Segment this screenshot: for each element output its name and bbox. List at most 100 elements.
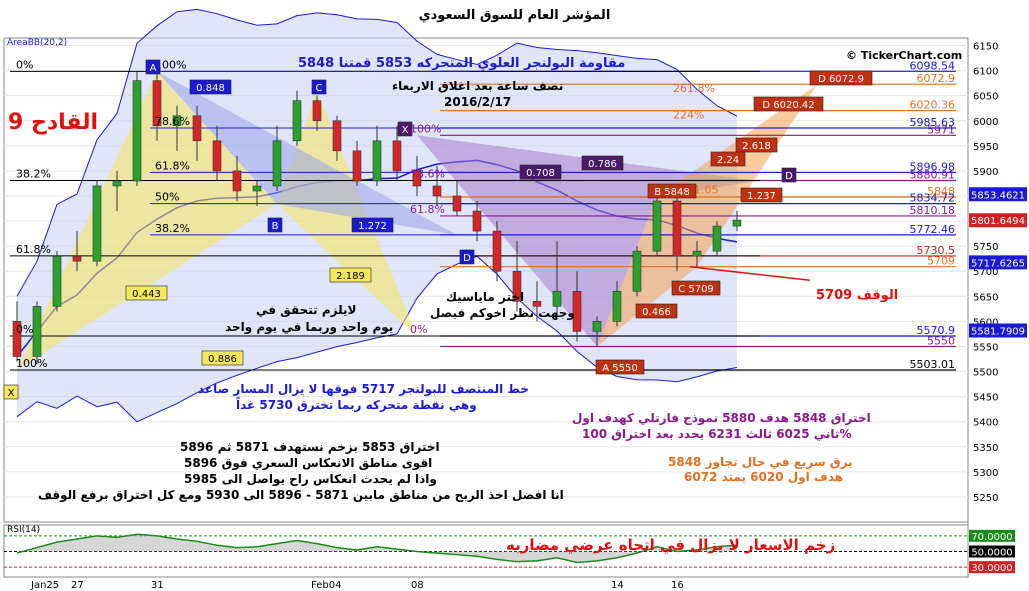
point-c2: C 5709 [678, 284, 714, 295]
candle-body [52, 255, 62, 307]
candle-body [612, 290, 622, 322]
ratio-0466-bg [635, 303, 678, 319]
level-label: 5570.9 [917, 324, 956, 337]
fib-x-label: 0% [410, 323, 427, 336]
candle-body [192, 115, 202, 142]
level-label: 5971 [927, 123, 955, 136]
rsi-line [16, 533, 738, 564]
point-d2a-bg [809, 70, 873, 86]
point-b2: B 5848 [654, 187, 690, 198]
ratio-2189: 2.189 [336, 271, 365, 282]
fib-x-label: 78.6% [410, 167, 445, 180]
lower-band [16, 255, 738, 423]
orange-bcd [657, 84, 817, 267]
rsi-badge: 30.0000 [971, 563, 1012, 574]
x-tick-label: 16 [671, 580, 684, 591]
y-tick-label: 5400 [973, 418, 998, 429]
price-badge-bg [969, 255, 1027, 270]
annotation-rsi-note: زخم الاسعار لا يزال في اتجاه عرضي مضاربه [506, 536, 836, 554]
y-tick-label: 6100 [973, 67, 998, 78]
rsi-badge: 50.0000 [971, 548, 1012, 559]
fib-left-label: 38.2% [16, 167, 51, 180]
candle-body [652, 200, 662, 252]
indicator-label: AreaBB(20,2) [7, 38, 68, 48]
point-c1-bg [311, 79, 327, 95]
candle-body [532, 301, 542, 307]
annotation-breach-point: وهي نقطة متحركه ربما تخترق 5730 غداً [236, 398, 477, 412]
rsi-badge: 70.0000 [971, 532, 1012, 543]
point-d2a: D 6072.9 [818, 74, 864, 85]
candle-body [172, 115, 182, 127]
candle-body [312, 100, 322, 122]
y-tick-label: 5550 [973, 342, 998, 353]
level-label: 5772.46 [910, 223, 956, 236]
point-x1: X [8, 388, 15, 399]
point-d1-bg [459, 249, 475, 265]
point-x1-bg [3, 384, 19, 400]
point-b1-bg [267, 217, 283, 233]
candle-body [232, 170, 242, 192]
candle-body [632, 250, 642, 292]
ratio-2189-bg [329, 267, 372, 283]
annotation-b2: اقوى مناطق الانعكاس السعري فوق 5896 [184, 456, 433, 470]
ratio-0466: 0.466 [642, 307, 671, 318]
candle-body [332, 120, 342, 152]
level-label: 6020.36 [910, 99, 956, 112]
candle-body [372, 140, 382, 182]
y-tick-label: 5300 [973, 468, 998, 479]
candle-body [12, 321, 22, 357]
price-badge: 5853.4621 [971, 190, 1025, 201]
x-tick-label: 27 [71, 580, 84, 591]
fib-mid-label: 61.8% [155, 159, 190, 172]
rsi-badge-bg [969, 545, 1015, 558]
level-label: 5834.72 [910, 192, 956, 205]
price-badge: 5801.6494 [971, 216, 1025, 227]
annotation-view: وجهت نظر اخوكم فيصل [430, 306, 575, 320]
candle-body [392, 140, 402, 172]
point-d2: D [785, 171, 793, 182]
ratio-224-bg [710, 151, 746, 167]
candle-body [552, 290, 562, 307]
ratio-0443: 0.443 [132, 289, 161, 300]
candle-body [132, 80, 142, 182]
candle-body [252, 185, 262, 192]
point-c2-bg [671, 280, 721, 296]
y-tick-label: 5600 [973, 317, 998, 328]
point-a1: A [150, 63, 157, 74]
candle-body [572, 290, 582, 332]
level-label: 5880.91 [910, 168, 956, 181]
candle-body [272, 140, 282, 187]
annotation-middle-line: خط المنتصف للبولنجر 5717 فوقها لا يزال ا… [198, 382, 529, 396]
upper-band [16, 8, 738, 297]
point-d1: D [463, 253, 471, 264]
candle-body [92, 185, 102, 262]
ratio-0443-bg [125, 285, 168, 301]
fib-left-label: 61.8% [16, 243, 51, 256]
level-label: 6098.54 [910, 59, 956, 72]
level-label: 5709 [927, 255, 955, 268]
rsi-badge-bg [969, 529, 1015, 542]
y-tick-label: 5750 [973, 242, 998, 253]
fib-x-label: 61.8% [410, 203, 445, 216]
fib-mid-label: 78.6% [155, 115, 190, 128]
candle-body [692, 250, 702, 257]
point-c1: C [316, 83, 323, 94]
y-tick-label: 5250 [973, 493, 998, 504]
ratio-2618: 2.618 [742, 141, 771, 152]
yellow-xab [17, 71, 277, 371]
x-tick-label: 08 [411, 580, 424, 591]
ratio-0786-bg [581, 155, 624, 171]
candle-body [432, 185, 442, 197]
ratio-0886-bg [201, 350, 244, 366]
blue-abd [157, 71, 457, 236]
candle-body [592, 321, 602, 332]
watermark-label: القادح 9 [8, 110, 99, 135]
annotation-choose: اختر ماياسيك [446, 290, 525, 304]
candle-body [72, 255, 82, 262]
y-tick-label: 5350 [973, 443, 998, 454]
stop-line [689, 265, 811, 281]
candle-body [512, 270, 522, 302]
candle-body [112, 180, 122, 187]
point-d2b-bg [753, 96, 824, 112]
y-tick-label: 5650 [973, 292, 998, 303]
